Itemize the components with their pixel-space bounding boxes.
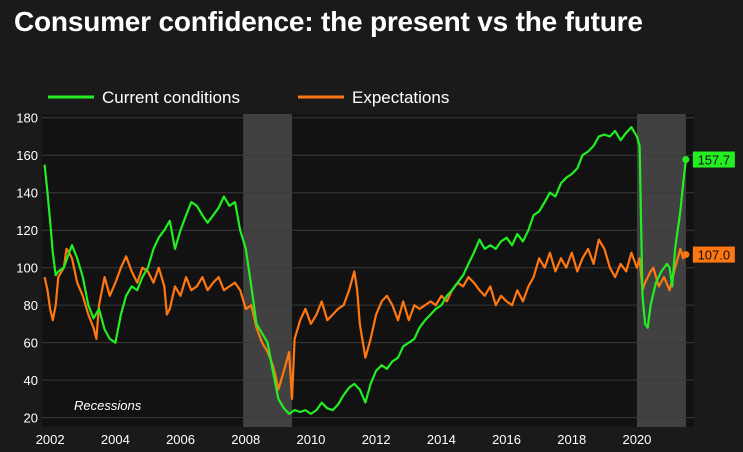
y-tick-label-40: 40 xyxy=(24,373,38,388)
x-tick-label-2010: 2010 xyxy=(296,432,325,447)
y-tick-label-20: 20 xyxy=(24,411,38,426)
x-tick-label-2002: 2002 xyxy=(36,432,65,447)
x-tick-label-2018: 2018 xyxy=(557,432,586,447)
end-marker-current-conditions xyxy=(682,156,690,164)
recessions-annotation: Recessions xyxy=(74,398,142,413)
legend-label-expectations: Expectations xyxy=(352,88,449,107)
x-tick-label-2008: 2008 xyxy=(231,432,260,447)
chart-title: Consumer confidence: the present vs the … xyxy=(14,6,643,37)
y-tick-label-180: 180 xyxy=(16,111,38,126)
y-tick-label-100: 100 xyxy=(16,261,38,276)
legend-label-current-conditions: Current conditions xyxy=(102,88,240,107)
end-label-expectations: 107.0 xyxy=(698,248,731,263)
x-tick-label-2020: 2020 xyxy=(622,432,651,447)
x-tick-label-2016: 2016 xyxy=(492,432,521,447)
x-tick-label-2006: 2006 xyxy=(166,432,195,447)
end-label-current-conditions: 157.7 xyxy=(698,153,731,168)
end-label-box-current-conditions xyxy=(692,151,735,168)
recession-band-1 xyxy=(243,114,293,427)
y-tick-label-80: 80 xyxy=(24,298,38,313)
series-line-expectations xyxy=(43,238,687,400)
y-tick-label-140: 140 xyxy=(16,186,38,201)
x-tick-label-2004: 2004 xyxy=(101,432,130,447)
plot-area xyxy=(42,114,694,427)
x-tick-label-2014: 2014 xyxy=(427,432,456,447)
x-tick-label-2012: 2012 xyxy=(362,432,391,447)
y-tick-label-160: 160 xyxy=(16,148,38,163)
y-tick-label-60: 60 xyxy=(24,336,38,351)
y-tick-label-120: 120 xyxy=(16,223,38,238)
series-line-current-conditions xyxy=(43,126,687,415)
end-marker-expectations xyxy=(682,251,690,259)
end-label-box-expectations xyxy=(692,246,735,263)
